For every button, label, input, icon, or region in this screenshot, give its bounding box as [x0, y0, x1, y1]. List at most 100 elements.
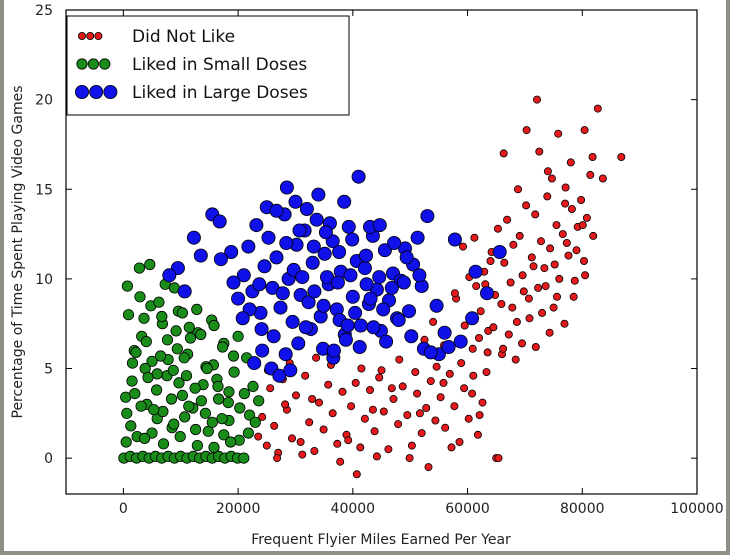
scatter-point: [472, 282, 481, 291]
scatter-point: [357, 364, 366, 373]
scatter-point: [254, 322, 269, 337]
scatter-point: [144, 258, 156, 271]
scatter-point: [384, 445, 393, 454]
scatter-point: [447, 443, 456, 452]
scatter-point: [249, 218, 264, 233]
scatter-point: [593, 104, 602, 113]
scatter-point: [519, 287, 528, 296]
scatter-point: [319, 425, 328, 434]
scatter-point: [273, 454, 282, 463]
scatter-point: [343, 268, 358, 283]
scatter-point: [316, 298, 331, 313]
scatter-point: [351, 378, 360, 387]
scatter-point: [336, 457, 345, 466]
scatter-point: [518, 271, 527, 280]
scatter-point: [262, 441, 271, 450]
scatter-point: [311, 187, 326, 202]
scatter-point: [475, 411, 484, 420]
scatter-point: [310, 446, 319, 455]
scatter-point: [537, 237, 546, 246]
legend-swatch: [103, 85, 118, 100]
scatter-point: [413, 389, 422, 398]
scatter-point: [126, 375, 138, 387]
scatter-point: [278, 347, 293, 362]
y-tick-label: 25: [35, 3, 53, 19]
scatter-point: [562, 238, 571, 247]
scatter-point: [307, 284, 322, 299]
scatter-point: [317, 246, 332, 261]
scatter-point: [411, 368, 420, 377]
scatter-point: [301, 295, 316, 310]
scatter-point: [439, 378, 448, 387]
scatter-point: [222, 396, 234, 409]
scatter-point: [208, 319, 220, 332]
scatter-point: [153, 296, 165, 308]
scatter-point: [468, 389, 477, 398]
scatter-point: [157, 405, 169, 418]
scatter-point: [372, 270, 387, 285]
scatter-point: [191, 303, 203, 315]
scatter-point: [326, 343, 341, 358]
scatter-point: [479, 286, 494, 301]
scatter-point: [500, 258, 509, 267]
scatter-point: [309, 212, 324, 227]
scatter-point: [387, 235, 402, 250]
scatter-point: [212, 380, 224, 392]
scatter-point: [180, 370, 193, 382]
scatter-point: [356, 443, 365, 452]
scatter-point: [344, 436, 353, 445]
y-tick-label: 20: [35, 93, 53, 109]
scatter-point: [450, 402, 459, 411]
scatter-point: [546, 244, 555, 253]
scatter-point: [190, 423, 202, 436]
scatter-point: [288, 194, 303, 209]
scatter-point: [460, 321, 469, 330]
scatter-point: [363, 291, 378, 306]
scatter-point: [384, 280, 399, 295]
scatter-point: [305, 255, 320, 270]
scatter-point: [176, 389, 188, 401]
scatter-point: [538, 308, 547, 317]
scatter-point: [201, 362, 213, 375]
scatter-point: [541, 282, 550, 291]
scatter-point: [404, 329, 419, 344]
scatter-point: [564, 251, 573, 260]
x-tick-label: 40000: [331, 501, 376, 517]
scatter-point: [395, 355, 404, 364]
scatter-point: [468, 344, 477, 353]
scatter-point: [266, 329, 281, 344]
scatter-point: [352, 470, 361, 479]
scatter-point: [279, 180, 294, 195]
scatter-point: [212, 214, 227, 229]
scatter-point: [269, 250, 284, 265]
scatter-point: [178, 352, 190, 364]
scatter-point: [379, 334, 394, 349]
scatter-point: [545, 328, 554, 337]
scatter-point: [338, 332, 353, 347]
scatter-point: [353, 318, 368, 333]
scatter-point: [223, 386, 235, 398]
scatter-point: [499, 149, 508, 158]
scatter-point: [429, 317, 438, 326]
scatter-point: [254, 432, 263, 441]
scatter-point: [396, 275, 411, 290]
scatter-point: [360, 414, 369, 423]
scatter-point: [306, 239, 321, 254]
scatter-point: [266, 384, 275, 393]
scatter-point: [558, 230, 567, 239]
scatter-point: [522, 126, 531, 135]
scatter-point: [156, 310, 168, 323]
scatter-point: [252, 277, 267, 292]
scatter-point: [305, 418, 314, 427]
scatter-point: [387, 384, 396, 393]
scatter-point: [494, 454, 503, 463]
scatter-point: [195, 328, 207, 341]
x-tick-label: 20000: [216, 501, 261, 517]
legend-swatch: [86, 32, 95, 41]
scatter-point: [424, 463, 433, 472]
scatter-point: [549, 303, 558, 312]
scatter-point: [445, 369, 454, 378]
scatter-point: [296, 437, 305, 446]
scatter-point: [328, 409, 337, 418]
scatter-point: [554, 129, 563, 138]
